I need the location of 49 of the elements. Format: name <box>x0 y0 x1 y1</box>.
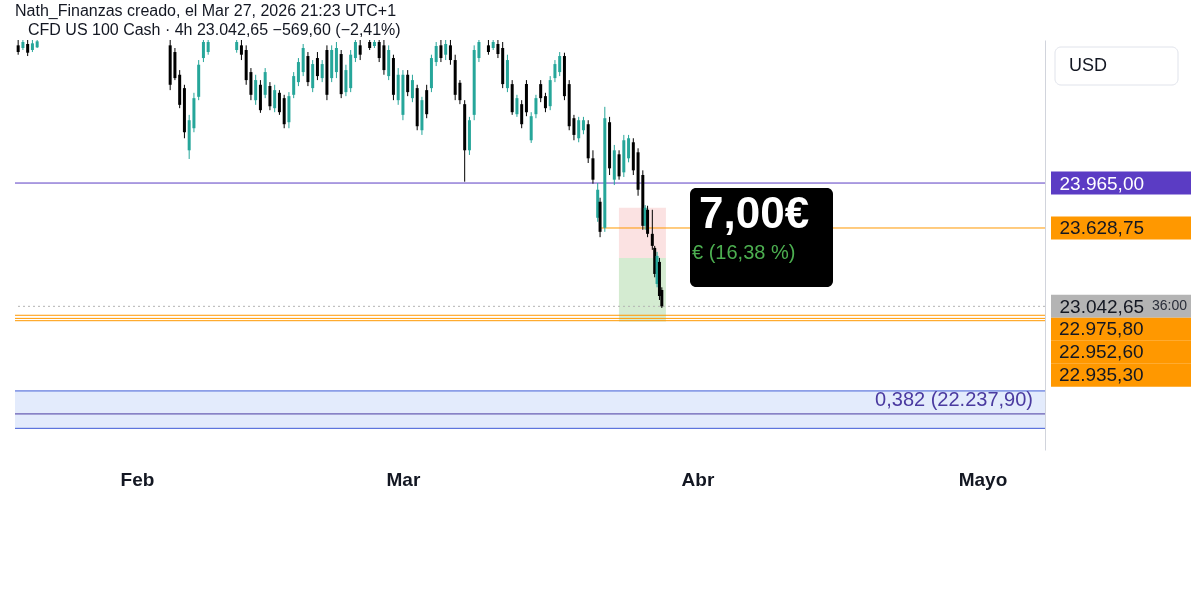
candlestick <box>627 134 631 163</box>
candlestick <box>439 39 443 63</box>
annotation: 0,382 (22.237,90) <box>875 388 1033 410</box>
text: 36:00 <box>1151 297 1188 314</box>
candlestick <box>410 74 414 103</box>
x-tick-label: Feb <box>120 468 155 490</box>
candlestick <box>515 94 519 118</box>
y-tick-label: 23.965,00 <box>1059 172 1145 194</box>
candlestick <box>263 67 267 99</box>
chart-subtitle: CFD US 100 Cash · 4h 23.042,65 −569,60 (−2,41%) <box>28 21 401 38</box>
candlestick <box>448 39 452 66</box>
candlestick <box>273 84 277 113</box>
candlestick <box>353 39 357 63</box>
candlestick <box>444 39 448 61</box>
ref-line-label: 22.975,80 <box>1059 318 1144 340</box>
candlestick <box>617 149 621 181</box>
candlestick <box>543 92 547 113</box>
candlestick <box>577 116 581 143</box>
candlestick <box>558 51 562 77</box>
x-tick-label: Mar <box>386 468 421 490</box>
candlestick <box>434 41 438 67</box>
candlestick <box>277 89 281 116</box>
annotation: 7,00€ <box>699 188 810 237</box>
candlestick <box>591 149 595 185</box>
y-tick-label: 23.628,75 <box>1059 217 1145 239</box>
candlestick <box>268 81 272 111</box>
candlestick <box>344 64 348 97</box>
candlestick <box>539 79 543 103</box>
x-tick-label: Abr <box>681 468 715 490</box>
chart-title: Nath_Finanzas creado, el Mar 27, 2026 21:23 UTC+1 <box>15 2 397 20</box>
candlestick <box>254 74 258 106</box>
ref-line-label: 22.935,30 <box>1059 364 1144 386</box>
candlestick <box>201 39 205 63</box>
candlestick <box>296 57 300 87</box>
annotation: € (16,38 %) <box>692 241 796 263</box>
ref-line-label: 22.952,60 <box>1059 341 1144 363</box>
candlestick <box>239 39 243 61</box>
candlestick <box>534 94 538 119</box>
y-tick-label: 23.042,65 <box>1059 295 1145 317</box>
candlestick <box>496 39 500 59</box>
candlestick <box>358 39 362 61</box>
text: USD <box>1069 55 1108 75</box>
x-tick-label: Mayo <box>958 468 1008 490</box>
candlestick <box>315 51 319 81</box>
candlestick <box>553 59 557 83</box>
candlestick <box>520 99 524 129</box>
candlestick <box>292 71 296 99</box>
candlestick <box>406 69 410 97</box>
candlestick <box>320 59 324 83</box>
